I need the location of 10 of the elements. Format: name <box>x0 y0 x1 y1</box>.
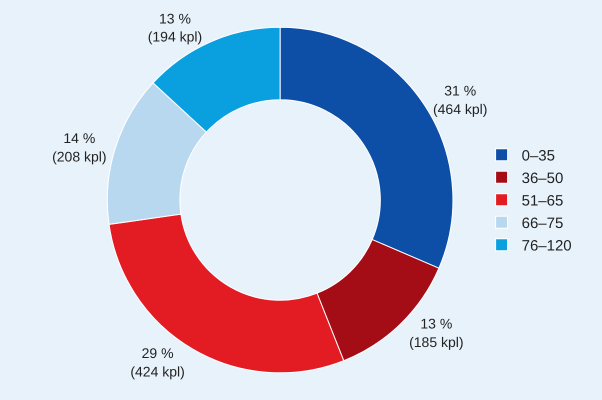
legend-label: 51–65 <box>522 192 564 210</box>
legend-label: 76–120 <box>522 238 572 255</box>
data-label: 13 % (194 kpl) <box>148 10 202 44</box>
data-label: 13 % (185 kpl) <box>409 316 464 350</box>
data-label: 14 % (208 kpl) <box>52 130 107 164</box>
legend-label: 36–50 <box>522 170 564 188</box>
legend-label: 66–75 <box>522 215 564 232</box>
legend-label: 0–35 <box>522 148 555 165</box>
data-label: 29 % (424 kpl) <box>130 345 185 380</box>
data-label: 31 % (464 kpl) <box>432 82 488 117</box>
